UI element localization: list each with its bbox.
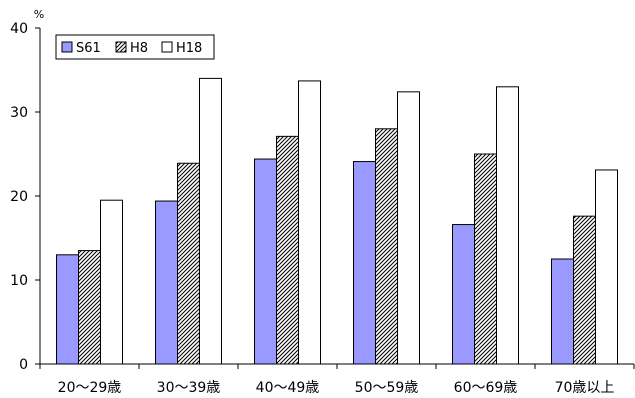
bar-s61-2 xyxy=(254,158,277,365)
legend-label-h18: H18 xyxy=(176,41,202,56)
x-tick-label: 40～49歳 xyxy=(256,380,320,396)
bar-h8-1 xyxy=(177,162,200,365)
y-tick-label: 20 xyxy=(10,189,28,205)
bar-s61-0 xyxy=(56,254,79,365)
y-tick-label: 40 xyxy=(10,21,28,37)
bar-h18-1 xyxy=(199,77,222,365)
legend-label-h8: H8 xyxy=(130,41,148,56)
bar-h18-2 xyxy=(298,80,321,365)
legend-swatch-h18 xyxy=(161,41,173,53)
y-tick-labels: 0 10 20 30 40 xyxy=(10,21,28,373)
bar-s61-3 xyxy=(353,161,376,365)
bar-h18-3 xyxy=(397,91,420,365)
bar-s61-4 xyxy=(452,224,475,365)
bar-h8-4 xyxy=(474,153,497,365)
bar-h18-4 xyxy=(496,86,519,365)
bar-h8-0 xyxy=(78,250,101,365)
legend-swatch-h8 xyxy=(115,41,127,53)
legend-box xyxy=(55,34,215,60)
bar-h18-0 xyxy=(100,199,123,365)
bar-h8-2 xyxy=(276,135,299,365)
y-tick-label: 30 xyxy=(10,105,28,121)
legend-label-s61: S61 xyxy=(76,41,101,56)
bar-h8-5 xyxy=(573,215,596,365)
x-tick-labels: 20～29歳 30～39歳 40～49歳 50～59歳 60～69歳 70歳以上 xyxy=(58,380,615,396)
y-tick-label: 0 xyxy=(19,357,28,373)
chart-bars xyxy=(56,77,618,365)
y-tick-label: 10 xyxy=(10,273,28,289)
chart-legend: S61 H8 H18 xyxy=(55,34,215,60)
bar-s61-5 xyxy=(551,258,574,365)
bar-h18-5 xyxy=(595,169,618,365)
bar-s61-1 xyxy=(155,200,178,365)
bar-h8-3 xyxy=(375,128,398,365)
chart-axes xyxy=(35,27,635,369)
y-unit-label: % xyxy=(34,8,44,21)
x-tick-label: 60～69歳 xyxy=(454,380,518,396)
x-tick-label: 20～29歳 xyxy=(58,380,122,396)
x-tick-label: 30～39歳 xyxy=(157,380,221,396)
x-tick-label: 50～59歳 xyxy=(355,380,419,396)
legend-swatch-s61 xyxy=(61,41,73,53)
x-tick-label: 70歳以上 xyxy=(555,380,615,396)
